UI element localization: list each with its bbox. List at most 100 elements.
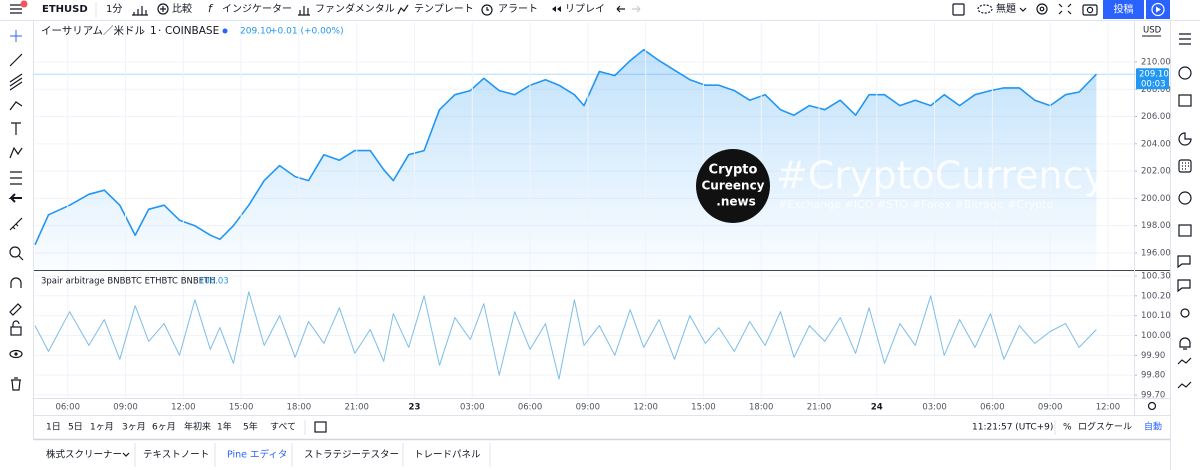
prediction-tool[interactable] <box>10 171 22 185</box>
tab[interactable]: Pine エディタ <box>227 449 287 461</box>
legend-dot: · <box>141 25 144 37</box>
alert-icon[interactable] <box>481 4 493 16</box>
lock-draw-tool[interactable] <box>9 303 22 316</box>
range-button[interactable]: 5年 <box>243 421 258 433</box>
notes-icon[interactable] <box>1178 224 1192 237</box>
symbol[interactable]: ETHUSD <box>42 4 88 15</box>
toolbar-item[interactable]: アラート <box>498 3 538 15</box>
stream-icon[interactable] <box>1180 308 1190 318</box>
fullscreen-icon[interactable] <box>1058 3 1072 15</box>
last-price-label: 209.10 <box>1139 70 1169 80</box>
range-button[interactable]: 1日 <box>46 422 61 433</box>
range-button[interactable]: 5日 <box>68 422 83 433</box>
interval[interactable]: 1分 <box>106 3 122 15</box>
market-icon[interactable] <box>1177 381 1192 389</box>
fib-tool[interactable] <box>9 73 23 91</box>
tab[interactable]: トレードパネル <box>414 450 481 461</box>
zoom-tool[interactable] <box>9 246 21 258</box>
layout-icon[interactable] <box>952 3 965 16</box>
visibility-pupil <box>14 352 18 356</box>
percent-toggle[interactable]: % <box>1063 423 1072 433</box>
indicator-value: 100.03 <box>199 277 229 287</box>
visibility-tool[interactable] <box>9 349 23 359</box>
magnet-tool[interactable] <box>10 277 22 288</box>
y-tick-label: 204.00 <box>1141 139 1171 149</box>
range-button[interactable]: 6ヶ月 <box>152 422 176 433</box>
x-tick-label: 21:00 <box>807 403 832 413</box>
calendar-icon[interactable] <box>1178 159 1192 173</box>
auto-toggle[interactable]: 自動 <box>1144 421 1162 433</box>
range-bar: 1日 5日 1ヶ月 3ヶ月 6ヶ月 年初来 1年 5年 すべて <box>46 421 296 433</box>
crosshair-tool[interactable] <box>10 30 22 42</box>
market-icon[interactable] <box>1177 357 1192 365</box>
x-tick-label: 24 <box>871 403 883 413</box>
undo-icon[interactable] <box>616 5 625 13</box>
delete-tool[interactable] <box>11 377 21 391</box>
pattern-tool[interactable] <box>9 146 23 159</box>
tab[interactable]: ストラテジーテスター <box>304 450 399 461</box>
time-axis: 06:00 09:00 12:00 15:00 18:00 21:00 23 03:00 06:… <box>55 403 1120 413</box>
news-icon[interactable] <box>1178 94 1192 107</box>
logo-badge <box>696 149 770 223</box>
indicator-icon[interactable]: f <box>208 2 214 15</box>
chat-icon[interactable] <box>1177 255 1191 269</box>
log-toggle[interactable]: ログスケール <box>1078 421 1132 433</box>
price-pane: 196.00 198.00 200.00 202.00 204.00 206.00 208.… <box>34 22 1171 271</box>
watchlist-icon[interactable] <box>1179 33 1191 45</box>
compare-plus <box>160 6 166 12</box>
template-icon[interactable] <box>397 4 409 15</box>
x-tick-label: 15:00 <box>229 403 254 413</box>
y-tick-label: 100.30 <box>1141 271 1171 281</box>
replay-icon[interactable] <box>552 6 561 12</box>
tab[interactable]: 株式スクリーナー <box>46 449 122 461</box>
toolbar-item[interactable]: テンプレート <box>414 3 474 15</box>
fundamental-icon[interactable] <box>298 6 310 16</box>
layout-name[interactable]: 無題 <box>996 2 1016 15</box>
range-button[interactable]: 1年 <box>217 421 232 433</box>
publish-button[interactable] <box>1103 0 1144 19</box>
legend-change: +0.01 (+0.00%) <box>270 27 344 37</box>
y-tick-label: 100.20 <box>1141 291 1171 301</box>
trendline-tool[interactable] <box>9 53 23 67</box>
toolbar-item[interactable]: インジケーター <box>222 3 292 15</box>
y-tick-label: 198.00 <box>1141 221 1171 231</box>
text-tool[interactable] <box>11 122 21 135</box>
back-tool[interactable] <box>8 193 22 203</box>
menu-button[interactable] <box>10 0 28 14</box>
calendar-dots <box>1182 162 1189 170</box>
range-button[interactable]: 年初来 <box>184 421 211 433</box>
x-tick-label: 06:00 <box>518 403 543 413</box>
chat-icon[interactable] <box>1177 279 1191 293</box>
compare-icon[interactable] <box>157 3 169 15</box>
ruler-tool[interactable] <box>9 217 23 231</box>
x-tick-label: 12:00 <box>633 403 658 413</box>
countdown-label: 00:03 <box>1141 80 1166 90</box>
y-tick-label: 100.00 <box>1141 331 1171 341</box>
clock: 11:21:57 (UTC+9) <box>972 423 1053 433</box>
chart-type-icon[interactable] <box>132 6 148 16</box>
goto-date-icon[interactable] <box>314 421 327 433</box>
tab[interactable]: テキストノート <box>143 450 209 461</box>
settings-icon[interactable] <box>1036 3 1048 15</box>
hotlist-icon[interactable] <box>1178 132 1192 146</box>
notification-icon[interactable] <box>1179 337 1191 350</box>
x-tick-label: 15:00 <box>691 403 716 413</box>
y-tick-label: 206.00 <box>1141 112 1171 122</box>
cloud-icon[interactable] <box>977 4 993 14</box>
toolbar-item[interactable]: リプレイ <box>565 3 605 15</box>
range-button[interactable]: すべて <box>270 422 296 433</box>
range-button[interactable]: 1ヶ月 <box>90 422 114 433</box>
lock-tool[interactable] <box>10 326 22 336</box>
y-tick-label: 202.00 <box>1141 167 1171 177</box>
snapshot-icon[interactable] <box>1082 4 1098 16</box>
toolbar-item[interactable]: ファンダメンタル <box>315 2 395 15</box>
symbol-name: イーサリアム／米ドル <box>41 24 145 37</box>
ideas-icon[interactable] <box>1178 191 1192 205</box>
toolbar-item[interactable]: 比較 <box>172 3 192 15</box>
alarm-icon[interactable] <box>1178 66 1192 80</box>
range-button[interactable]: 3ヶ月 <box>122 422 146 433</box>
brush-tool[interactable] <box>9 101 23 111</box>
axis-settings[interactable] <box>1147 401 1157 411</box>
